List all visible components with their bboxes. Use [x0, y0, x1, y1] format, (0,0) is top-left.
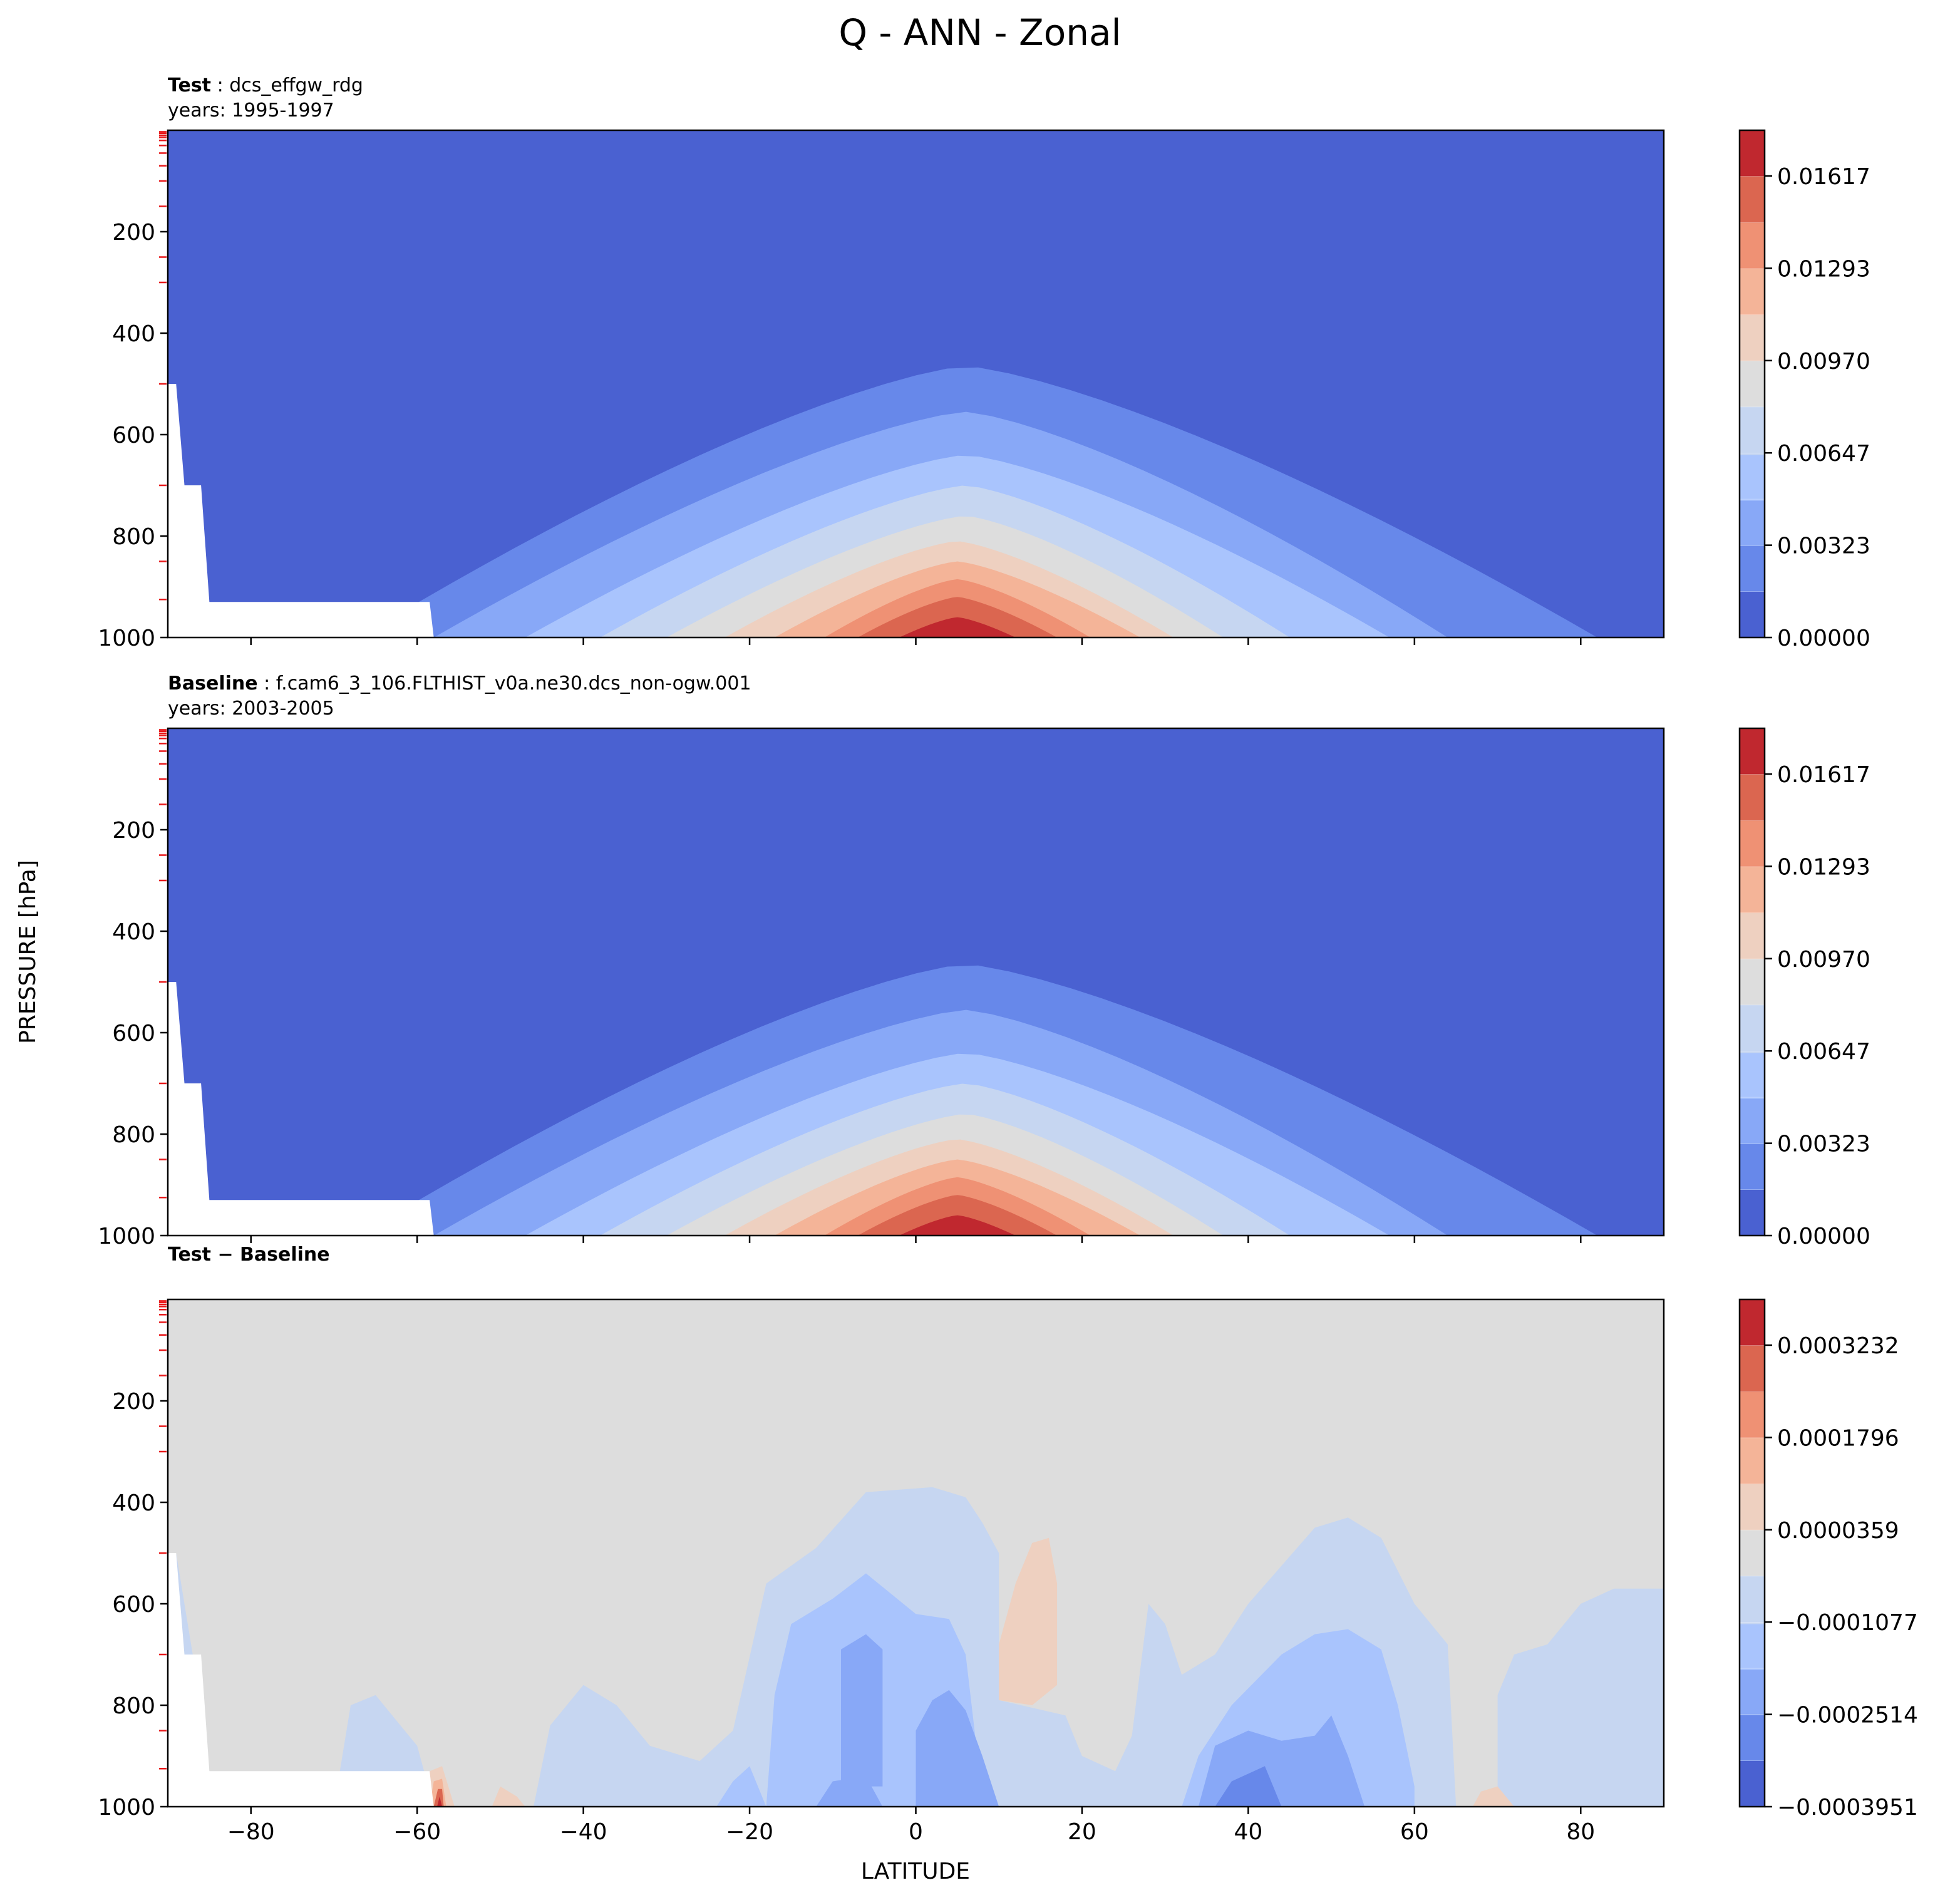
x-tick-label: −20	[726, 1819, 773, 1845]
contour-band	[1472, 1786, 1515, 1807]
colorbar	[1740, 728, 1765, 1236]
colorbar-tick-label: 0.00000	[1777, 626, 1870, 651]
colorbar-tick-label: 0.00970	[1777, 947, 1870, 973]
y-tick-label: 200	[112, 1389, 155, 1415]
colorbar-tick-label: −0.0002514	[1777, 1703, 1918, 1728]
x-tick-label: 80	[1566, 1819, 1595, 1845]
contour-band	[899, 617, 1016, 638]
contour-band	[716, 1766, 766, 1807]
contour-band	[857, 1195, 1058, 1236]
colorbar-tick-label: 0.0001796	[1777, 1425, 1899, 1451]
y-axis-label: PRESSURE [hPa]	[15, 860, 41, 1044]
colorbar-tick-label: 0.00970	[1777, 349, 1870, 374]
colorbar	[1740, 1299, 1765, 1807]
colorbar-tick-label: −0.0003951	[1777, 1795, 1918, 1820]
colorbar	[1740, 130, 1765, 638]
y-tick-label: 400	[112, 321, 155, 347]
panel-label: Test − Baseline	[168, 1244, 330, 1266]
colorbar-tick-label: 0.01293	[1777, 854, 1870, 880]
x-tick-label: 0	[909, 1819, 923, 1845]
contour-band	[816, 1776, 883, 1807]
y-tick-label: 800	[112, 1122, 155, 1148]
contour-band	[433, 1789, 444, 1807]
contour-band	[1215, 1766, 1282, 1807]
y-tick-label: 200	[112, 220, 155, 245]
panel-label: Test : dcs_effgw_rdg	[168, 75, 363, 96]
y-tick-label: 200	[112, 818, 155, 844]
x-tick-label: −80	[227, 1819, 275, 1845]
colorbar-tick-label: 0.0003232	[1777, 1333, 1899, 1359]
panel-label: Baseline : f.cam6_3_106.FLTHIST_v0a.ne30…	[168, 673, 751, 694]
colorbar-tick-label: 0.00323	[1777, 534, 1870, 559]
colorbar-tick-label: 0.01293	[1777, 256, 1870, 282]
colorbar-tick-label: 0.00647	[1777, 1039, 1870, 1065]
colorbar-tick-label: 0.0000359	[1777, 1518, 1899, 1544]
contour-band	[999, 1537, 1058, 1705]
missing-data-region	[168, 1553, 434, 1807]
contour-band	[899, 1215, 1016, 1236]
colorbar-tick-label: 0.01617	[1777, 164, 1870, 190]
y-tick-label: 1000	[98, 1224, 155, 1249]
colorbar-tick-label: −0.0001077	[1777, 1610, 1918, 1636]
figure-title: Q - ANN - Zonal	[838, 11, 1121, 54]
x-tick-label: −40	[560, 1819, 607, 1845]
y-tick-label: 1000	[98, 1795, 155, 1820]
y-tick-label: 600	[112, 423, 155, 448]
colorbar-tick-label: 0.00647	[1777, 441, 1870, 467]
y-tick-label: 1000	[98, 626, 155, 651]
contour-band	[437, 1796, 442, 1807]
missing-data-region	[168, 982, 434, 1236]
panel-years: years: 1995-1997	[168, 100, 334, 121]
contour-band	[1497, 1588, 1664, 1807]
panel-years: years: 2003-2005	[168, 698, 334, 720]
contour-band	[841, 1634, 883, 1787]
x-axis-label: LATITUDE	[861, 1859, 970, 1884]
colorbar-tick-label: 0.01617	[1777, 762, 1870, 788]
contour-band	[492, 1786, 525, 1807]
x-tick-label: −60	[393, 1819, 441, 1845]
colorbar-tick-label: 0.00000	[1777, 1224, 1870, 1249]
x-tick-label: 60	[1400, 1819, 1429, 1845]
y-tick-label: 800	[112, 524, 155, 550]
colorbar-frame	[1738, 1298, 1766, 1808]
y-tick-label: 800	[112, 1693, 155, 1719]
y-tick-label: 600	[112, 1592, 155, 1618]
contour-band	[916, 1690, 999, 1807]
x-tick-label: 20	[1068, 1819, 1096, 1845]
y-tick-label: 400	[112, 919, 155, 945]
y-tick-label: 600	[112, 1021, 155, 1046]
x-tick-label: 40	[1234, 1819, 1262, 1845]
colorbar-frame	[1738, 727, 1766, 1237]
colorbar-tick-label: 0.00323	[1777, 1132, 1870, 1157]
y-tick-label: 400	[112, 1490, 155, 1516]
missing-data-region	[168, 384, 434, 638]
contour-band	[857, 597, 1058, 638]
colorbar-frame	[1738, 129, 1766, 639]
